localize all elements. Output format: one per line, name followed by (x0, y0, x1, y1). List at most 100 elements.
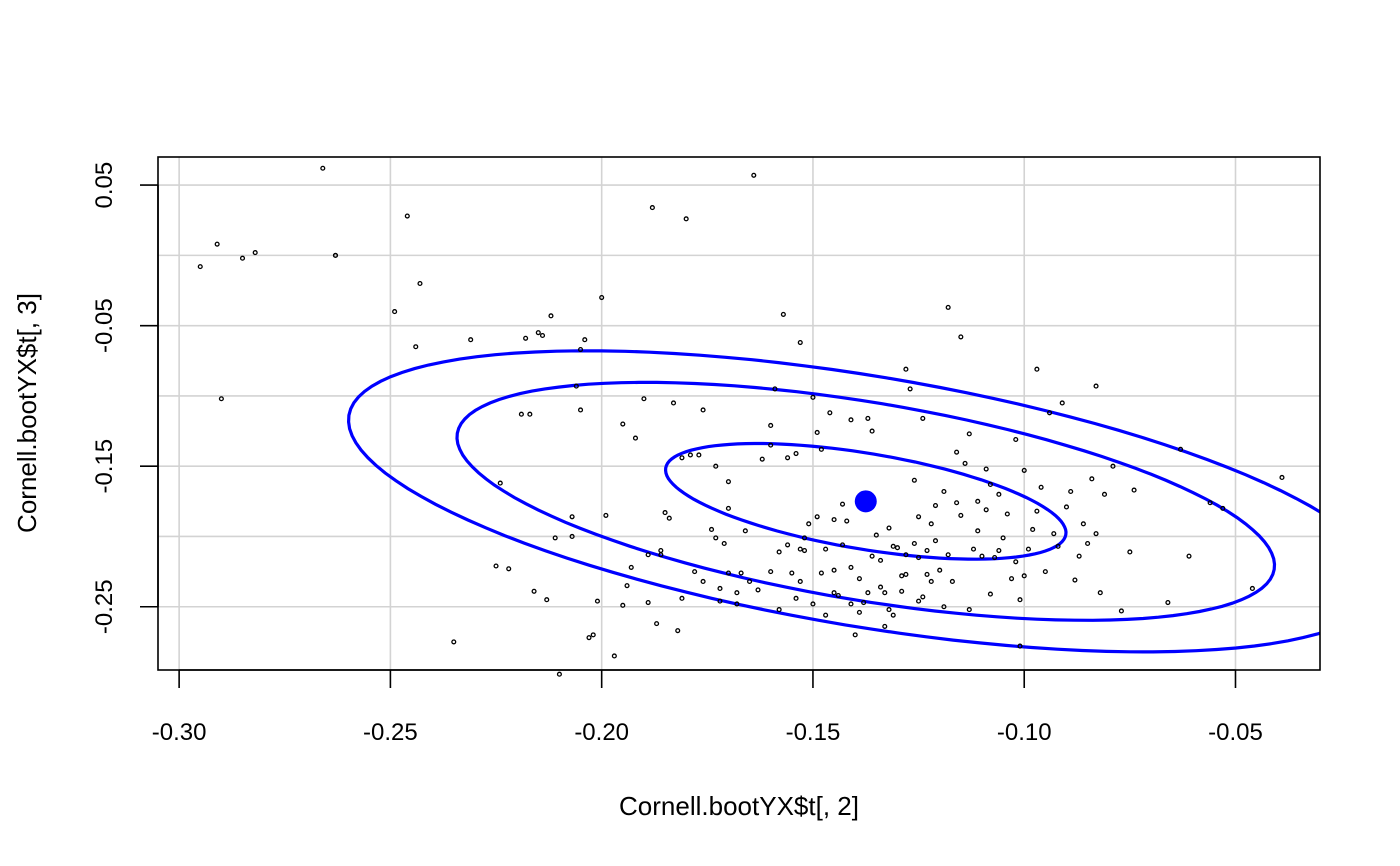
data-point-105 (911, 477, 917, 483)
data-point-112 (941, 604, 947, 610)
data-point-126 (1000, 535, 1006, 541)
data-point-121 (979, 553, 985, 559)
data-point-218 (645, 599, 651, 606)
data-point-133 (1030, 526, 1036, 533)
data-point-119 (970, 546, 977, 552)
data-point-82 (814, 429, 820, 436)
data-point-172 (768, 422, 774, 428)
data-point-210 (856, 609, 862, 615)
data-point-124 (992, 555, 998, 561)
data-point-147 (1089, 476, 1095, 482)
data-point-68 (751, 172, 757, 178)
data-point-90 (848, 601, 854, 607)
data-point-209 (882, 623, 888, 629)
data-point-65 (738, 570, 744, 576)
data-point-79 (801, 547, 808, 554)
data-point-153 (1127, 549, 1133, 555)
data-point-109 (928, 521, 934, 527)
data-point-175 (903, 366, 909, 372)
data-point-81 (810, 394, 816, 400)
data-point-28 (569, 533, 575, 540)
data-point-26 (556, 671, 562, 677)
data-point-106 (916, 555, 922, 561)
data-point-70 (768, 442, 774, 448)
data-point-40 (628, 564, 634, 570)
data-point-5 (320, 165, 326, 171)
data-point-52 (683, 216, 689, 222)
data-point-16 (506, 566, 512, 572)
data-point-88 (839, 542, 846, 548)
data-point-36 (603, 512, 609, 518)
data-point-200 (983, 466, 989, 472)
data-point-91 (852, 632, 858, 638)
data-point-48 (666, 515, 672, 521)
data-point-85 (827, 410, 833, 416)
data-point-74 (785, 455, 791, 461)
center-point (854, 490, 877, 513)
data-point-15 (493, 563, 499, 569)
data-point-69 (759, 456, 765, 462)
ellipse-outer (346, 349, 1320, 654)
data-point-132 (1025, 546, 1031, 552)
data-point-137 (1047, 410, 1053, 416)
data-point-67 (747, 578, 753, 585)
data-point-3 (239, 255, 246, 261)
x-tick-label-1: -0.25 (363, 719, 418, 746)
data-point-47 (662, 510, 668, 516)
data-point-32 (582, 337, 588, 343)
data-point-197 (658, 547, 664, 554)
data-point-11 (413, 344, 419, 350)
data-point-149 (1097, 590, 1103, 596)
data-point-116 (958, 512, 964, 518)
data-point-101 (894, 545, 901, 551)
data-point-2 (218, 396, 224, 402)
y-tick-label-1: -0.15 (91, 439, 118, 494)
data-point-37 (611, 653, 617, 659)
data-point-53 (687, 452, 693, 458)
data-point-193 (776, 607, 782, 613)
data-point-1 (214, 241, 220, 247)
data-point-212 (810, 601, 816, 607)
data-point-13 (468, 337, 474, 343)
data-point-94 (865, 590, 871, 596)
data-point-154 (1131, 487, 1137, 493)
data-point-196 (700, 578, 706, 585)
data-point-142 (1068, 488, 1074, 495)
data-point-18 (527, 411, 533, 417)
data-point-170 (1034, 366, 1040, 372)
data-point-195 (734, 601, 740, 607)
data-point-167 (958, 334, 964, 340)
data-point-165 (1013, 436, 1019, 443)
x-tick-label-2: -0.20 (574, 719, 629, 746)
data-point-80 (806, 521, 812, 527)
data-point-192 (793, 595, 799, 601)
data-point-54 (692, 569, 698, 575)
data-point-148 (1093, 531, 1099, 537)
data-point-207 (928, 578, 934, 585)
grid-lines (158, 157, 1320, 670)
data-point-183 (814, 514, 820, 520)
data-point-23 (544, 597, 550, 603)
data-point-44 (649, 205, 655, 211)
data-point-160 (1249, 585, 1255, 592)
data-point-21 (535, 330, 541, 336)
data-point-7 (332, 252, 339, 258)
data-point-138 (1051, 531, 1057, 537)
data-point-62 (725, 505, 731, 511)
data-point-55 (696, 452, 702, 458)
data-point-113 (945, 552, 951, 558)
data-point-213 (797, 578, 803, 585)
data-point-208 (916, 598, 922, 604)
ellipse-middle (455, 380, 1277, 622)
data-point-76 (793, 451, 799, 457)
y-axis-title: Cornell.bootYX$t[, 3] (12, 293, 42, 533)
data-point-89 (844, 518, 850, 524)
data-point-191 (818, 570, 824, 576)
data-point-39 (624, 583, 630, 589)
data-point-86 (831, 590, 837, 596)
data-point-41 (632, 435, 639, 441)
data-point-144 (1076, 553, 1082, 559)
data-point-161 (1279, 474, 1285, 480)
data-point-199 (594, 598, 600, 604)
